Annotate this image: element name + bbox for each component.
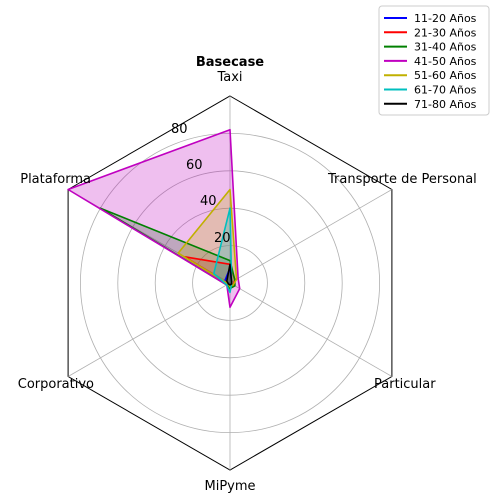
legend-entry: 21-30 Años [414,26,477,39]
axis-label: Taxi [216,70,242,85]
legend-entry: 11-20 Años [414,12,477,25]
legend-entry: 61-70 Años [414,84,477,97]
series-line [226,263,233,286]
series-fill [213,208,232,293]
radial-tick-labels: 20 40 60 80 [171,122,231,246]
radial-tick-label: 20 [214,231,231,246]
grid-spoke [229,282,393,377]
axis-label: Particular [374,377,436,392]
series-line [67,128,241,309]
axis-label: MiPyme [204,479,255,494]
radial-tick-label: 40 [200,194,217,209]
radial-tick-label: 80 [171,122,188,137]
radial-tick-label: 60 [186,158,203,173]
legend-entry: 31-40 Años [414,41,477,54]
axis-labels: Taxi Transporte de Personal Particular MiPy… [18,70,477,494]
series-line [177,188,238,288]
legend-entry: 71-80 Años [414,98,477,111]
axis-label: Transporte de Personal [327,172,477,187]
grid-spoke [229,189,393,284]
legend-entry: 51-60 Años [414,69,477,82]
axis-label: Plataforma [20,172,91,187]
legend-entry: 41-50 Años [414,55,477,68]
radar-series [67,128,241,309]
grid-spoke [67,282,231,377]
axis-label: Corporativo [18,377,94,392]
radar-grid [67,96,393,470]
chart-title: Basecase [196,55,264,70]
